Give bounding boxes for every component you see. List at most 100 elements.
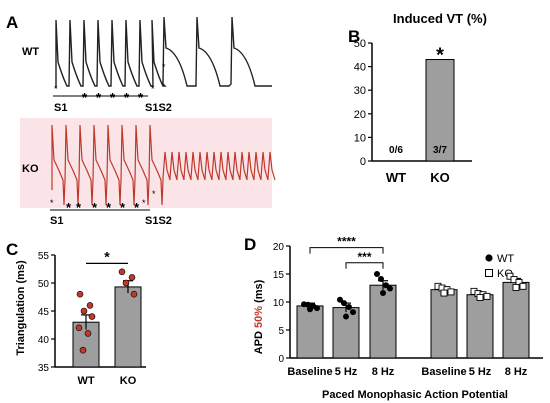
legend-wt-label: WT bbox=[497, 253, 514, 265]
chart-d-bar bbox=[466, 294, 494, 359]
panel-d-apd50-chart: APD 50% (ms) Paced Monophasic Action Pot… bbox=[253, 235, 543, 401]
wt-stim-mark: * bbox=[54, 84, 58, 94]
chart-d-x-tick-label: Baseline bbox=[421, 366, 466, 378]
chart-c-x-tick-label: KO bbox=[120, 375, 137, 387]
chart-b-bar-label: 0/6 bbox=[389, 145, 403, 156]
chart-d-x-tick-label: Baseline bbox=[287, 366, 332, 378]
chart-b-y-tick-label: 30 bbox=[354, 85, 366, 97]
chart-c-y-tick-label: 50 bbox=[38, 279, 50, 290]
chart-c-point bbox=[130, 290, 138, 298]
ko-stim-mark: * bbox=[120, 200, 126, 215]
panel-label-b: B bbox=[348, 27, 360, 46]
chart-d-x-tick-label: 5 Hz bbox=[469, 366, 492, 378]
chart-d-y-axis-label-part2: 50% bbox=[253, 306, 265, 328]
chart-d-point bbox=[476, 294, 484, 301]
chart-b-title: Induced VT (%) bbox=[393, 11, 487, 26]
wt-stim-mark: * bbox=[151, 84, 155, 94]
ko-stim-mark: * bbox=[106, 200, 112, 215]
chart-c-bar bbox=[114, 286, 142, 368]
wt-stim-mark: * bbox=[96, 90, 102, 105]
chart-c-y-tick-label: 40 bbox=[38, 335, 50, 346]
chart-b-bar bbox=[425, 59, 455, 162]
chart-d-y-axis-label-part3: (ms) bbox=[253, 279, 265, 306]
chart-d-bar bbox=[369, 284, 397, 359]
chart-d-point bbox=[378, 276, 384, 283]
chart-d-bar bbox=[430, 289, 458, 359]
chart-d-y-tick-label: 5 bbox=[278, 326, 284, 337]
chart-d-point bbox=[519, 282, 527, 290]
ko-trace-label: KO bbox=[22, 163, 39, 175]
chart-c-x-tick-label: WT bbox=[77, 375, 94, 387]
wt-stim-mark: * bbox=[110, 90, 116, 105]
legend-wt-marker bbox=[485, 254, 493, 262]
wt-stim-mark: * bbox=[124, 90, 130, 105]
wt-s1s2-label: S1S2 bbox=[145, 102, 172, 114]
ko-stim-mark: * bbox=[66, 200, 72, 215]
ko-stim-mark: * bbox=[134, 200, 140, 215]
chart-b-bar-label: 3/7 bbox=[433, 145, 447, 156]
chart-d-point bbox=[440, 289, 448, 297]
chart-b-significance: * bbox=[436, 45, 444, 67]
wt-stim-mark: * bbox=[82, 90, 88, 105]
chart-d-bar bbox=[296, 305, 324, 359]
chart-d-significance-label: **** bbox=[337, 235, 356, 249]
wt-trace-label: WT bbox=[22, 46, 39, 58]
chart-c-point bbox=[88, 313, 96, 320]
chart-d-point bbox=[387, 285, 393, 292]
chart-d-point bbox=[346, 304, 352, 311]
chart-d-point bbox=[383, 282, 389, 289]
chart-d-y-tick-label: 20 bbox=[273, 242, 285, 253]
chart-c-point bbox=[86, 302, 94, 309]
chart-d-point bbox=[341, 300, 347, 307]
ko-stim-mark: * bbox=[92, 200, 98, 215]
ko-stimulus-marks: * * * * * * * ** bbox=[50, 189, 156, 215]
chart-d-y-tick-label: 15 bbox=[273, 270, 285, 281]
chart-c-point bbox=[76, 290, 84, 298]
ko-trace bbox=[51, 124, 276, 206]
ko-stim-mark: * bbox=[152, 189, 156, 199]
chart-c-y-tick-label: 35 bbox=[38, 363, 50, 374]
chart-d-point bbox=[512, 283, 520, 291]
chart-d-point bbox=[483, 292, 491, 300]
chart-d-y-axis-label: APD 50% (ms) bbox=[253, 279, 265, 354]
panel-a: WT ** * * * *** S1 S1S2 KO * * * * * * * ** S1 S1S2 bbox=[20, 16, 276, 227]
chart-d-x-axis-label: Paced Monophasic Action Potential bbox=[322, 389, 508, 401]
chart-b-y-tick-label: 10 bbox=[354, 132, 366, 144]
chart-d-point bbox=[305, 301, 311, 308]
chart-b-x-tick-label: WT bbox=[386, 170, 406, 185]
ko-stim-mark: * bbox=[76, 200, 82, 215]
chart-c-y-axis-label: Triangulation (ms) bbox=[15, 260, 27, 356]
wt-trace bbox=[55, 16, 272, 88]
panel-label-d: D bbox=[244, 235, 256, 254]
chart-c-point bbox=[79, 346, 87, 354]
chart-d-point bbox=[307, 306, 313, 313]
chart-c-point bbox=[128, 274, 136, 281]
legend-ko-marker bbox=[485, 269, 493, 277]
chart-c-point bbox=[84, 330, 92, 337]
chart-d-significance-label: *** bbox=[357, 250, 371, 264]
chart-b-y-tick-label: 50 bbox=[354, 38, 366, 50]
panel-c-triangulation-chart: Triangulation (ms) 35 40 45 50 55 WT KO * bbox=[15, 248, 146, 387]
chart-c-point bbox=[118, 268, 126, 276]
chart-b-y-tick-label: 0 bbox=[360, 156, 366, 168]
chart-c-significance-label: * bbox=[104, 248, 110, 264]
chart-b-y-tick-label: 20 bbox=[354, 109, 366, 121]
wt-stim-mark: * bbox=[162, 62, 166, 72]
ko-s1s2-label: S1S2 bbox=[145, 215, 172, 227]
chart-d-bar bbox=[502, 281, 530, 359]
panel-label-c: C bbox=[6, 240, 18, 259]
wt-s1-label: S1 bbox=[54, 102, 67, 114]
chart-c-y-tick-label: 45 bbox=[38, 307, 50, 318]
panel-label-a: A bbox=[6, 13, 18, 32]
chart-d-y-tick-label: 0 bbox=[278, 354, 284, 365]
chart-c-point bbox=[75, 324, 83, 332]
chart-c-point bbox=[80, 307, 88, 315]
ko-trace-background bbox=[20, 118, 272, 208]
panel-b-induced-vt-chart: Induced VT (%) 0 10 20 30 40 50 0/6 WT 3/7 KO * bbox=[354, 11, 487, 185]
ko-stim-mark: * bbox=[50, 198, 54, 208]
chart-d-point bbox=[314, 305, 320, 312]
ko-stim-mark: * bbox=[142, 198, 146, 208]
chart-d-x-tick-label: 5 Hz bbox=[335, 366, 358, 378]
chart-b-y-tick-label: 40 bbox=[354, 62, 366, 74]
